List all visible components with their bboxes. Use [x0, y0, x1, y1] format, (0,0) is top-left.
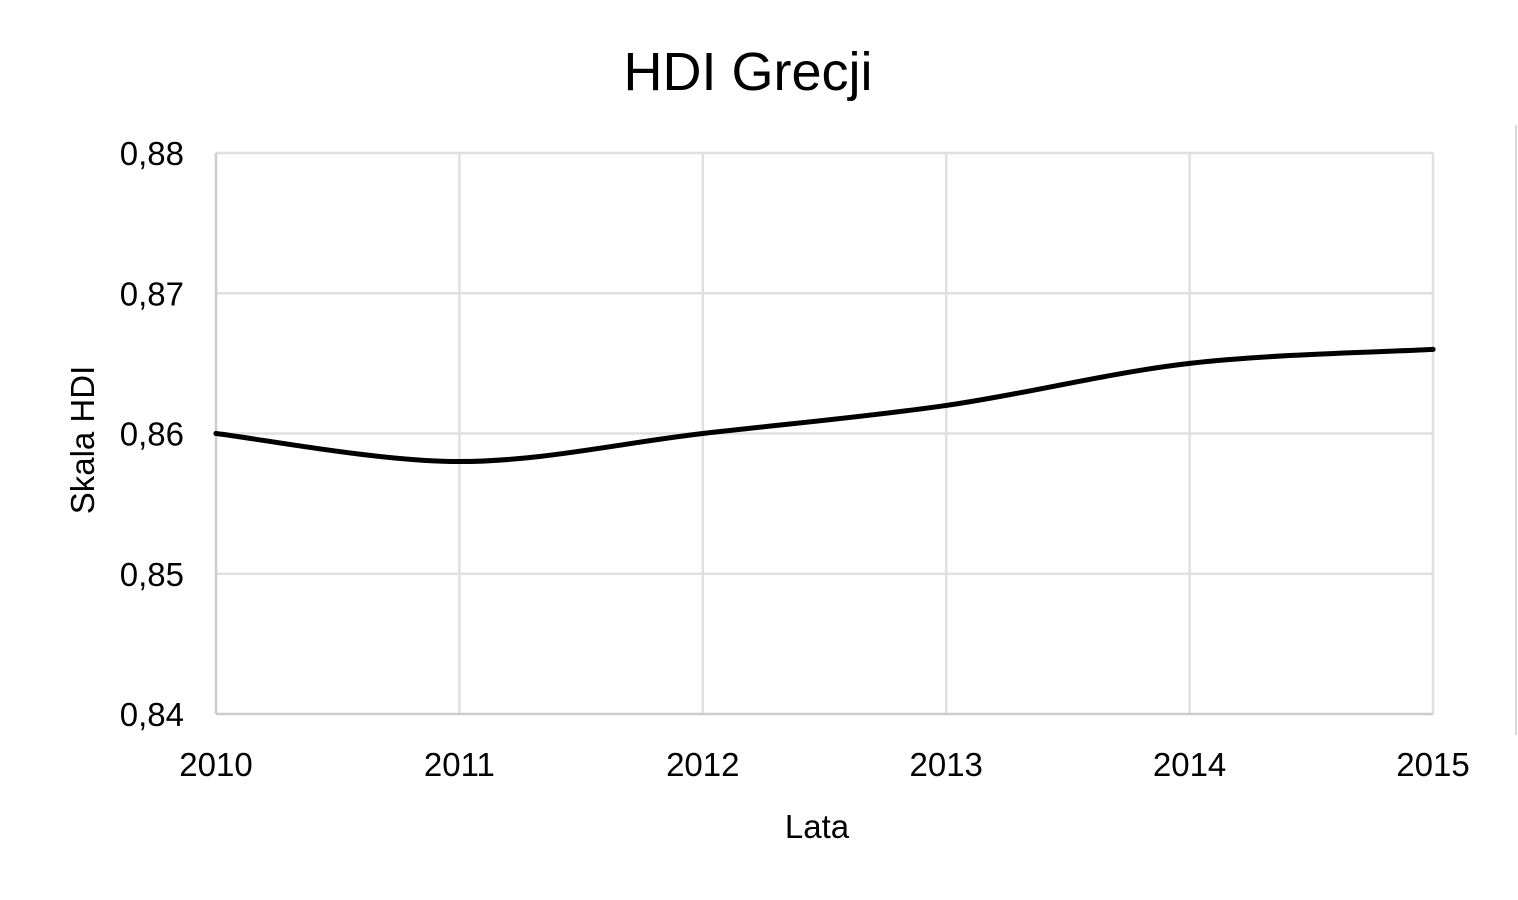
x-tick-label: 2012 [666, 746, 739, 783]
x-tick-label: 2015 [1396, 746, 1469, 783]
x-tick-label: 2014 [1153, 746, 1226, 783]
y-tick-label: 0,84 [120, 696, 184, 733]
y-tick-label: 0,88 [120, 135, 184, 172]
x-tick-label: 2013 [909, 746, 982, 783]
y-tick-label: 0,86 [120, 416, 184, 453]
series-line [213, 346, 1436, 465]
x-tick-label: 2011 [424, 746, 495, 783]
y-tick-label: 0,85 [120, 556, 184, 593]
x-axis-title: Lata [785, 808, 850, 845]
data-point [1187, 360, 1193, 366]
series-layer [213, 346, 1436, 465]
grid-lines [216, 151, 1435, 714]
data-point [213, 431, 219, 436]
y-tick-label: 0,87 [120, 275, 184, 312]
data-point [456, 459, 462, 465]
chart-title: HDI Grecji [623, 42, 872, 102]
y-axis-title: Skala HDI [64, 366, 101, 515]
data-point [700, 431, 706, 436]
data-point [943, 402, 949, 408]
x-tick-label: 2010 [179, 746, 252, 783]
data-point [1430, 346, 1436, 352]
tick-labels: 0,88 0,87 0,86 0,85 0,84 2010 2011 2012 2013 2014… [120, 135, 1470, 783]
